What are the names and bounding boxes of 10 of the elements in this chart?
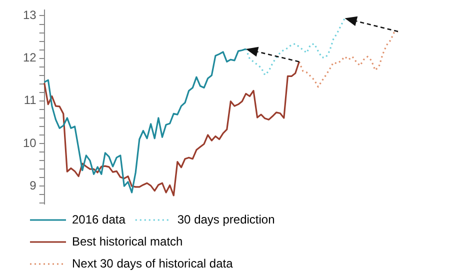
line-series [298, 30, 399, 88]
y-tick-label: 9 [30, 178, 37, 192]
legend-label: Next 30 days of historical data [72, 256, 234, 270]
y-tick-label: 10 [22, 136, 37, 150]
y-tick-label: 11 [24, 93, 37, 108]
legend-label: 30 days prediction [177, 212, 275, 226]
legend-label: 2016 data [72, 212, 126, 226]
y-tick-label: 12 [22, 50, 37, 65]
legend-label: Best historical match [72, 234, 183, 248]
y-tick-label: 13 [22, 8, 37, 22]
